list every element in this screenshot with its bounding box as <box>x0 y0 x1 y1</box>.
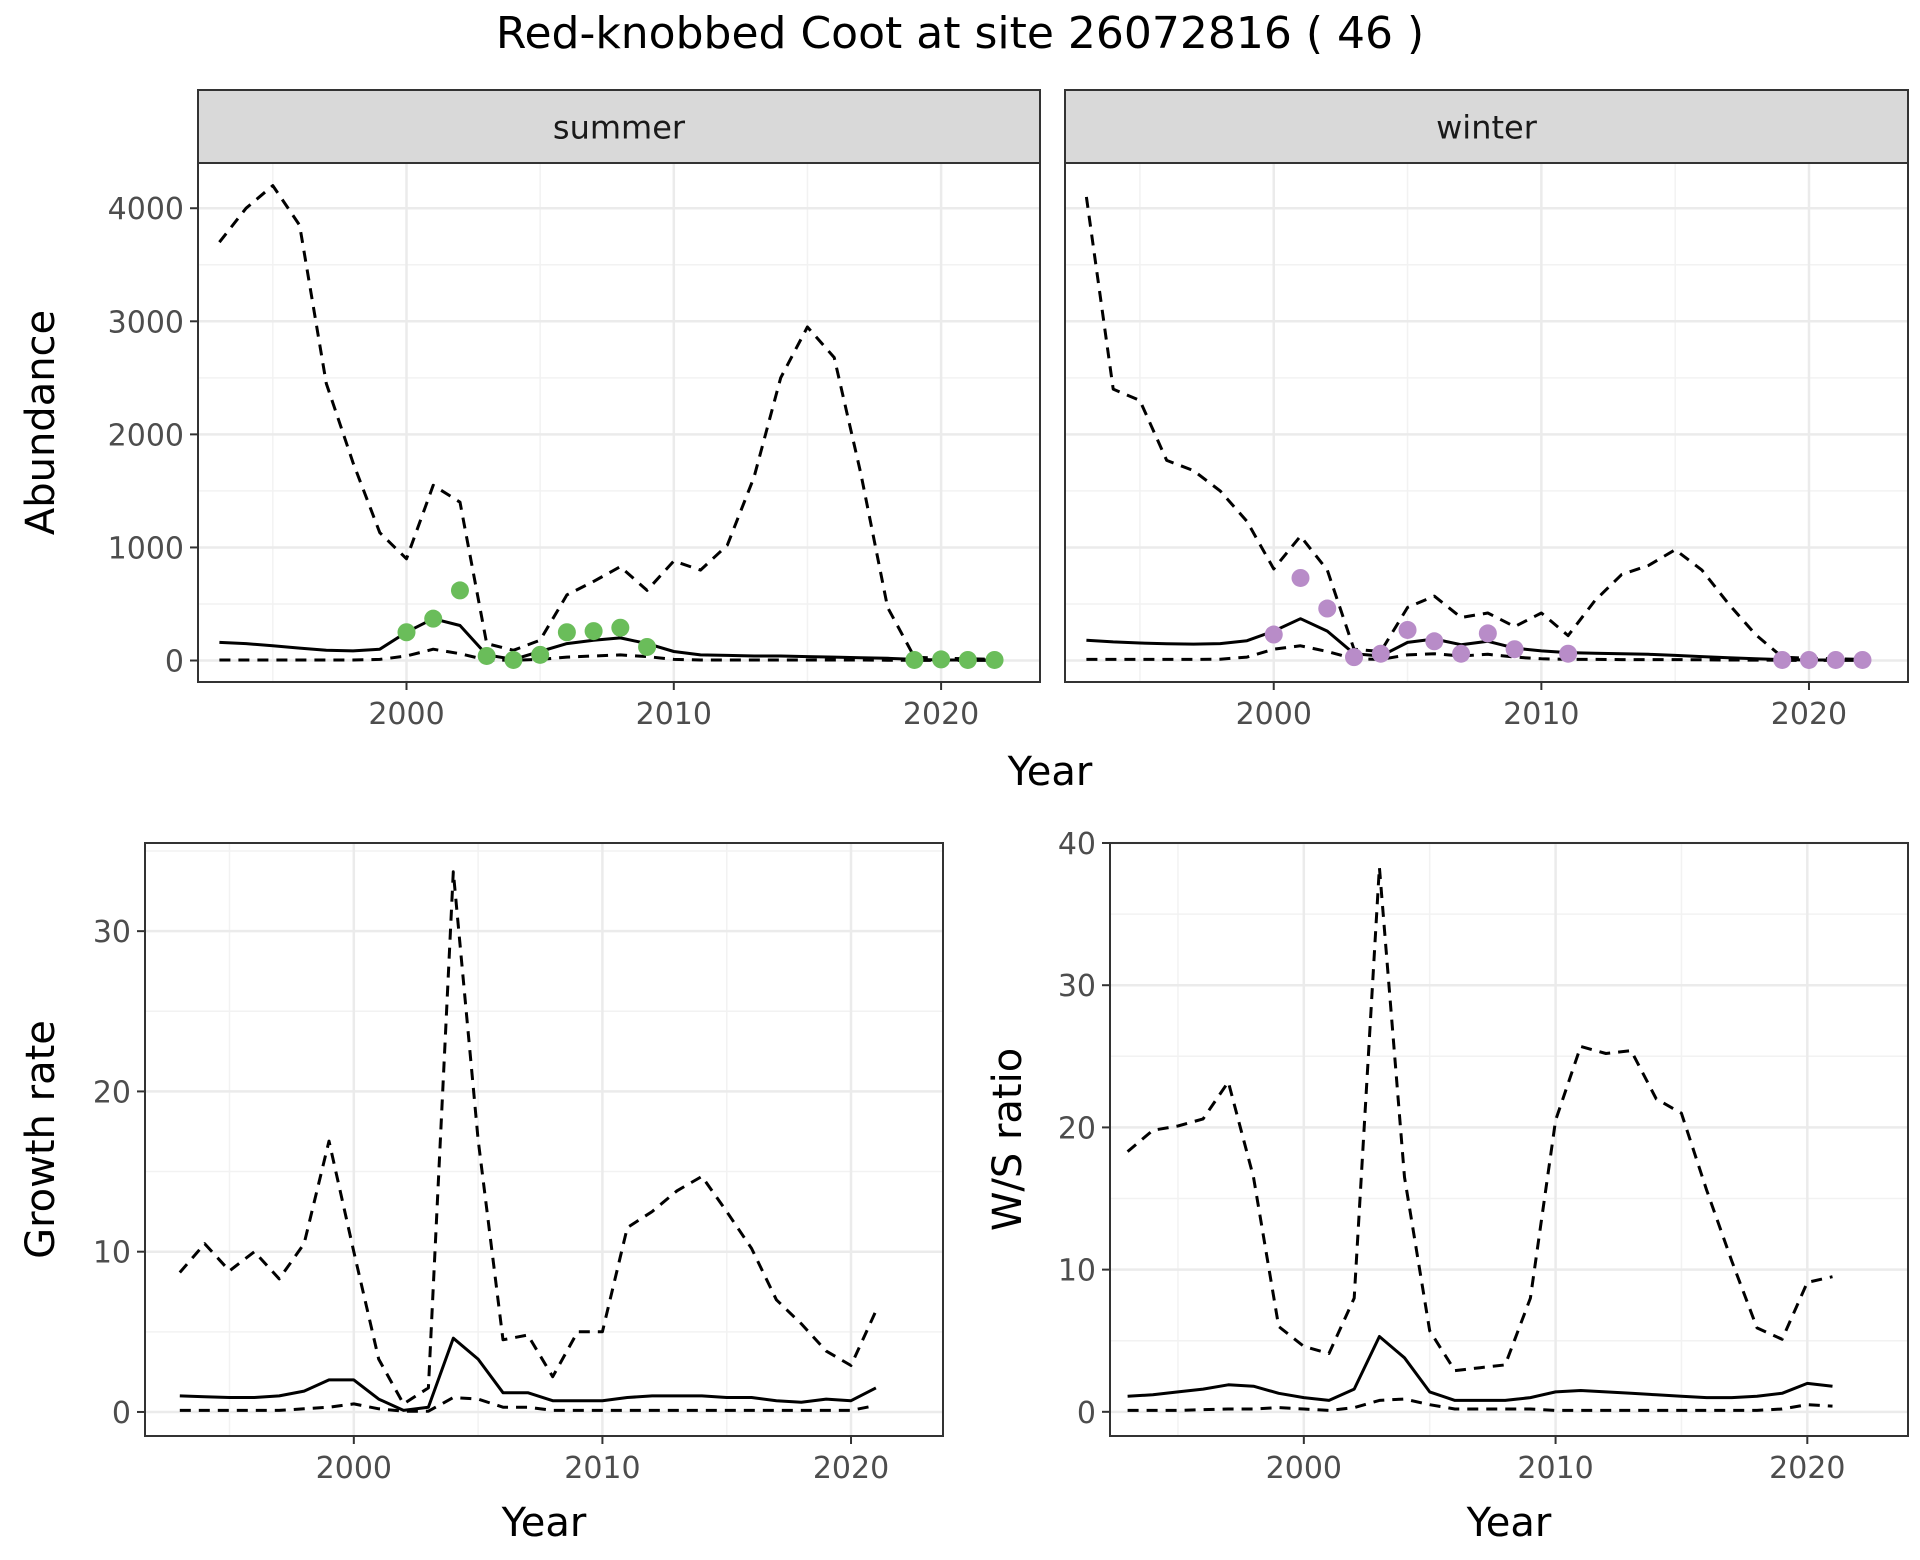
data-point <box>1826 650 1845 669</box>
estimate-line <box>1086 617 1863 662</box>
data-point <box>1452 644 1471 663</box>
y-tick-label: 10 <box>1058 1254 1096 1289</box>
data-point <box>611 618 630 637</box>
x-tick-label: 2020 <box>1769 1451 1845 1486</box>
data-point <box>1318 599 1337 618</box>
data-point <box>1773 650 1792 669</box>
data-point <box>1291 568 1310 587</box>
y-tick-label: 10 <box>93 1236 131 1271</box>
lower-bound-line <box>1127 1397 1833 1412</box>
x-tick-label: 2000 <box>316 1451 392 1486</box>
data-point <box>1559 644 1578 663</box>
y-tick-label: 20 <box>1058 1111 1096 1146</box>
x-tick-label: 2020 <box>1771 697 1847 732</box>
y-axis-title: W/S ratio <box>985 1048 1031 1231</box>
facet-strip <box>197 89 1041 164</box>
data-point <box>1799 650 1818 669</box>
lower-bound-line <box>219 647 995 662</box>
data-point <box>477 646 496 665</box>
y-tick-label: 3000 <box>108 305 184 340</box>
data-point <box>1505 640 1524 659</box>
data-point <box>1478 624 1497 643</box>
panel-border <box>144 842 944 1437</box>
plot-background <box>1065 163 1908 682</box>
data-point <box>557 623 576 642</box>
estimate-line <box>1127 1335 1833 1402</box>
upper-bound-line <box>1126 865 1833 1373</box>
y-tick-label: 30 <box>93 915 131 950</box>
x-axis-title: Year <box>1466 1500 1552 1546</box>
panel-winter: winter 2000 2010 2020 <box>1064 89 1909 732</box>
y-tick-label: 20 <box>93 1075 131 1110</box>
data-point <box>450 581 469 600</box>
data-point <box>958 650 977 669</box>
data-point <box>424 609 443 628</box>
y-tick-label: 4000 <box>108 192 184 227</box>
x-tick-label: 2020 <box>813 1451 889 1486</box>
upper-bound-line <box>178 870 878 1406</box>
facet-strip-label: winter <box>1436 109 1538 147</box>
data-point <box>1345 648 1364 667</box>
data-point <box>1371 644 1390 663</box>
top-row-x-axis-label: Year <box>1007 749 1093 795</box>
x-tick-label: 2010 <box>1503 697 1579 732</box>
x-tick-label: 2010 <box>636 697 712 732</box>
data-point <box>531 645 550 664</box>
y-tick-label: 0 <box>165 645 184 680</box>
data-point <box>905 650 924 669</box>
y-tick-label: 0 <box>112 1396 131 1431</box>
plot-background <box>1110 843 1908 1436</box>
panel-ratio: 2000 2010 2020 0 10 20 30 40 W/S ratio Year <box>985 827 1909 1546</box>
panel-growth: 2000 2010 2020 0 10 20 30 Growth rate Year <box>18 842 944 1546</box>
lower-bound-line <box>1086 644 1863 662</box>
data-point <box>1398 620 1417 639</box>
x-tick-label: 2000 <box>368 697 444 732</box>
y-axis-title: Abundance <box>18 310 64 535</box>
upper-bound-line <box>1084 196 1863 661</box>
plot-background <box>145 843 943 1436</box>
lower-bound-line <box>179 1396 877 1413</box>
x-tick-label: 2010 <box>564 1451 640 1486</box>
x-axis-title: Year <box>501 1500 587 1546</box>
estimate-line <box>219 617 995 662</box>
data-point <box>397 623 416 642</box>
y-tick-label: 30 <box>1058 969 1096 1004</box>
x-tick-label: 2010 <box>1517 1451 1593 1486</box>
x-tick-label: 2020 <box>903 697 979 732</box>
y-tick-label: 0 <box>1077 1396 1096 1431</box>
data-point <box>1425 632 1444 651</box>
facet-strip <box>1064 89 1909 164</box>
y-axis-title: Growth rate <box>18 1020 64 1259</box>
y-tick-label: 2000 <box>108 418 184 453</box>
data-point <box>584 622 603 641</box>
y-tick-label: 1000 <box>108 531 184 566</box>
data-point <box>1853 650 1872 669</box>
x-tick-label: 2000 <box>1266 1451 1342 1486</box>
y-tick-label: 40 <box>1058 827 1096 862</box>
estimate-line <box>179 1336 877 1412</box>
panel-summer: summer 2000 2010 2020 0 1000 2000 3000 4000 Abund… <box>18 89 1041 732</box>
x-tick-label: 2000 <box>1236 697 1312 732</box>
facet-strip-label: summer <box>553 109 686 147</box>
data-point <box>504 650 523 669</box>
data-point <box>932 650 951 669</box>
data-point <box>1264 625 1283 644</box>
panel-border <box>1109 842 1909 1437</box>
figure-title: Red-knobbed Coot at site 26072816 ( 46 ) <box>496 8 1424 59</box>
data-point <box>638 637 657 656</box>
data-point <box>985 650 1004 669</box>
